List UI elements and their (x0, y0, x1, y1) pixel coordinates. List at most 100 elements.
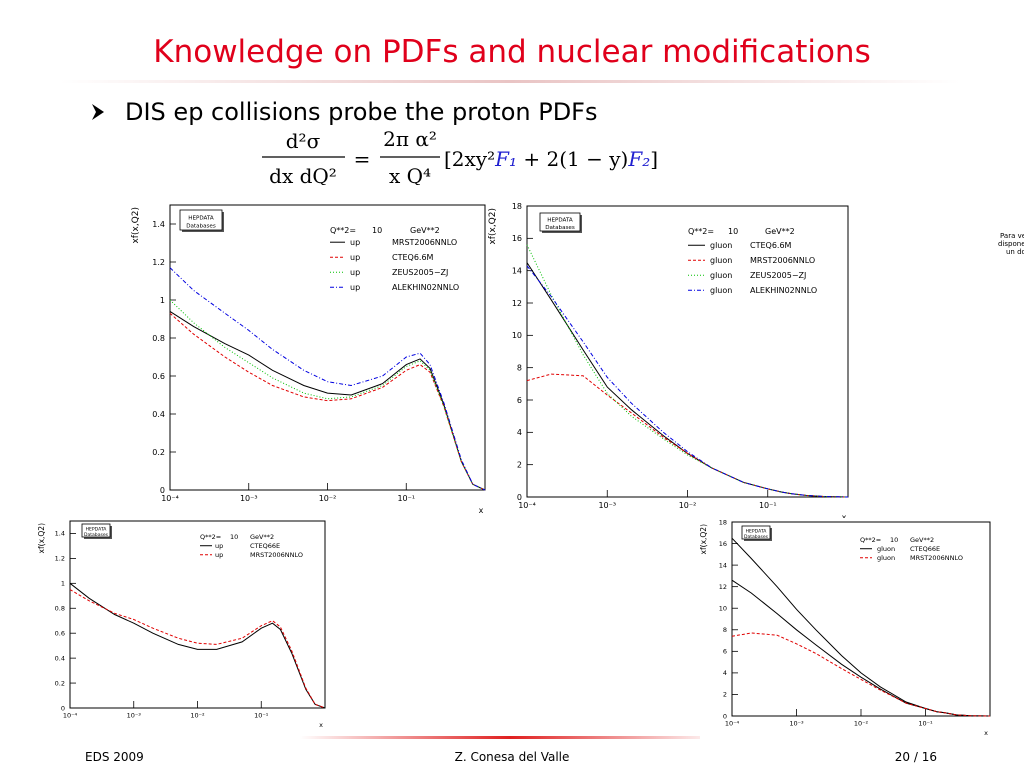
legend-name: up (350, 268, 360, 277)
formula-part: 2π α² (383, 127, 437, 151)
x-tick-label: 10⁻⁴ (63, 712, 78, 720)
series-line (69, 582, 326, 709)
bullet-text: DIS ep collisions probe the proton PDFs (125, 98, 598, 126)
series-line (526, 244, 849, 498)
side-note-line: Para ve (1000, 232, 1024, 240)
formula-part: ] (650, 147, 658, 171)
series-line (69, 589, 326, 709)
logo-text: HEPDATA (86, 526, 108, 532)
y-tick-label: 0.4 (55, 654, 65, 662)
formula-part: d²σ (286, 129, 321, 153)
formula-part: F₂ (627, 147, 650, 171)
bullet-icon (92, 104, 104, 120)
y-tick-label: 0.8 (55, 605, 65, 613)
y-tick-label: 14 (719, 561, 727, 569)
x-tick-label: 10⁻² (190, 712, 205, 720)
legend-header: Q**2= (860, 536, 881, 544)
title-rule (60, 80, 960, 83)
legend-header: GeV**2 (765, 227, 795, 236)
y-tick-label: 2 (517, 460, 522, 469)
y-tick-label: 0.2 (55, 679, 65, 687)
x-tick-label: 10⁻⁴ (518, 501, 536, 510)
side-note-line: un do (1006, 248, 1024, 256)
y-tick-label: 16 (719, 540, 727, 548)
logo-text: Databases (744, 534, 769, 540)
y-tick-label: 10 (719, 604, 727, 612)
x-tick-label: 10⁻⁴ (725, 720, 740, 728)
x-tick-label: 10⁻² (679, 501, 697, 510)
y-axis-label: xf(x,Q2) (37, 523, 46, 554)
chart-background (38, 515, 325, 735)
chart-background (700, 518, 995, 745)
y-tick-label: 0.8 (152, 334, 165, 343)
logo-text: Databases (84, 532, 109, 538)
y-tick-label: 0.6 (152, 372, 165, 381)
legend-header: Q**2= (330, 226, 356, 235)
formula-part: F₁ (494, 147, 517, 171)
legend-header: GeV**2 (910, 536, 934, 544)
y-tick-label: 10 (512, 331, 522, 340)
y-tick-label: 12 (719, 583, 727, 591)
legend-name: gluon (877, 554, 895, 562)
footer-left: EDS 2009 (85, 750, 144, 764)
x-axis-label: x (984, 729, 988, 737)
logo-box (741, 525, 771, 540)
logo-box (539, 212, 581, 232)
logo-box (81, 523, 111, 538)
legend-pdf: CTEQ6.6M (392, 253, 434, 262)
formula-part: dx dQ² (269, 164, 337, 188)
y-axis-label: xf(x,Q2) (131, 207, 141, 244)
y-tick-label: 1.4 (152, 220, 165, 229)
y-tick-label: 0 (517, 493, 522, 502)
y-tick-label: 6 (517, 396, 522, 405)
side-note: Para ve disponer un do (998, 232, 1024, 256)
x-tick-label: 10⁻¹ (759, 501, 777, 510)
legend-name: up (215, 551, 223, 559)
legend-pdf: ALEKHIN02NNLO (392, 283, 459, 292)
x-tick-label: 10⁻³ (598, 501, 616, 510)
y-tick-label: 1.2 (55, 555, 65, 563)
formula-part: + 2(1 − y) (517, 147, 628, 171)
legend-header: GeV**2 (410, 226, 440, 235)
y-tick-label: 0 (160, 486, 165, 495)
y-tick-label: 2 (723, 691, 727, 699)
y-tick-label: 12 (512, 299, 522, 308)
logo-text: Databases (545, 225, 575, 231)
legend-header: 10 (890, 536, 898, 544)
y-tick-label: 0 (61, 704, 65, 712)
x-tick-label: 10⁻² (319, 494, 337, 503)
y-tick-label: 0.6 (55, 629, 65, 637)
x-tick-label: 10⁻¹ (397, 494, 415, 503)
logo-text: HEPDATA (547, 218, 573, 224)
y-tick-label: 4 (517, 428, 522, 437)
legend-pdf: CTEQ6.6M (750, 241, 792, 250)
y-axis-label: xf(x,Q2) (699, 524, 708, 555)
y-tick-label: 4 (723, 669, 727, 677)
legend-header: GeV**2 (250, 533, 274, 541)
y-tick-label: 1 (61, 580, 65, 588)
legend-header: 10 (230, 533, 238, 541)
legend-pdf: ZEUS2005−ZJ (750, 271, 806, 280)
y-tick-label: 18 (719, 518, 727, 526)
legend-name: gluon (710, 271, 732, 280)
y-tick-label: 16 (512, 234, 522, 243)
chart: 0 0.2 0.4 0.6 0.8 1 1.2 1.4 10⁻⁴ 10⁻³ 10⁻² 10⁻¹ xf(x… (37, 515, 326, 735)
legend-header: Q**2= (688, 227, 714, 236)
slide-title: Knowledge on PDFs and nuclear modificati… (153, 34, 870, 70)
side-note-line: disponer (998, 240, 1024, 248)
y-tick-label: 18 (512, 202, 522, 211)
x-tick-label: 10⁻¹ (918, 720, 933, 728)
chart-background (495, 185, 855, 515)
series-line (731, 632, 991, 717)
x-tick-label: 10⁻¹ (254, 712, 269, 720)
x-axis-label: x (319, 721, 323, 729)
y-tick-label: 0.4 (152, 410, 165, 419)
x-tick-label: 10⁻³ (127, 712, 142, 720)
y-tick-label: 6 (723, 648, 727, 656)
chart: 0 2 4 6 8 10 12 14 16 18 10⁻⁴ 10⁻³ 10⁻² 10⁻¹ xf(x,Q2) x… (488, 185, 855, 522)
legend-pdf: ZEUS2005−ZJ (392, 268, 448, 277)
footer-rule (300, 736, 720, 739)
legend-header: Q**2= (200, 533, 221, 541)
